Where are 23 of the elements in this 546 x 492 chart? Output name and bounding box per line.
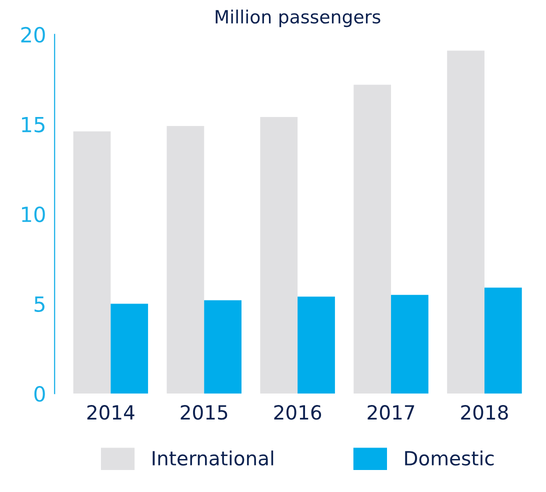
bar [73,131,111,394]
chart-subtitle: Million passengers [216,10,380,28]
x-tick-label: 2015 [180,405,228,420]
y-tick-label: 5 [34,296,44,312]
x-tick-label: 2018 [461,405,508,420]
y-tick-label: 10 [22,206,45,222]
bar [166,126,204,394]
legend-label: Domestic [405,450,494,466]
bar [260,117,298,394]
bar [484,288,522,394]
y-tick-label: 20 [21,26,45,43]
x-tick-label: 2014 [87,405,134,420]
y-tick-label: 0 [34,386,45,402]
x-tick-label: 2016 [274,405,322,420]
bar [204,300,242,394]
bar [354,84,392,394]
bar [298,296,335,394]
y-tick-label: 15 [22,116,44,132]
bar [110,304,148,394]
x-tick-label: 2017 [368,405,414,420]
bar [447,50,484,394]
legend-label: International [152,450,274,466]
bar [391,294,428,394]
